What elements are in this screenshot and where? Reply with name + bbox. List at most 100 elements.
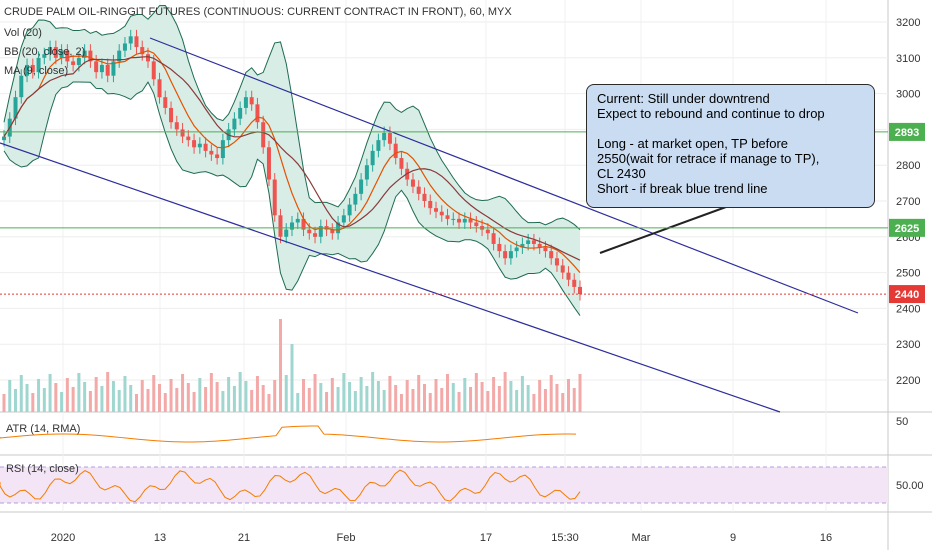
- candle-body: [295, 218, 300, 223]
- volume-bar: [227, 377, 231, 412]
- candle-body: [25, 64, 30, 76]
- price-label: 2893: [895, 127, 919, 139]
- candle-body: [71, 61, 76, 65]
- volume-bar: [353, 391, 357, 412]
- volume-bar: [302, 379, 306, 412]
- candle-body: [554, 258, 559, 266]
- candle-body: [307, 229, 312, 234]
- volume-bar: [31, 393, 35, 412]
- volume-bar: [19, 375, 23, 412]
- bb-upper: [3, 5, 581, 231]
- candle-body: [508, 251, 513, 259]
- bollinger-bands: [3, 5, 581, 316]
- trend-line-lower: [0, 142, 781, 413]
- volume-bar: [111, 381, 115, 412]
- volume-bar: [566, 379, 570, 412]
- candle-body: [163, 97, 168, 108]
- price-label-bg: [889, 285, 925, 304]
- volume-bar: [65, 378, 69, 412]
- volume-bar: [434, 379, 438, 412]
- candle-body: [232, 118, 237, 130]
- candle-body: [353, 193, 358, 205]
- trend-line-upper: [149, 37, 859, 314]
- candle-body: [278, 215, 283, 237]
- volume-bar: [382, 390, 386, 412]
- candle-body: [82, 50, 87, 58]
- candle-body: [192, 140, 197, 148]
- candle-body: [578, 286, 582, 295]
- price-label: 2625: [895, 223, 919, 235]
- candle-body: [520, 243, 525, 248]
- volume-bar: [405, 380, 409, 412]
- legend-volume[interactable]: Vol (20): [4, 27, 42, 39]
- volume-bar: [290, 344, 294, 412]
- candle-body: [439, 211, 444, 216]
- volume-bar: [543, 389, 547, 412]
- volume-bar: [250, 390, 254, 412]
- note-line: Short - if break blue trend line: [597, 181, 768, 196]
- candle-body: [359, 179, 364, 194]
- candle-body: [364, 165, 369, 180]
- time-tick: 17: [480, 532, 492, 544]
- legend-ma[interactable]: MA (9, close): [4, 65, 69, 77]
- volume-bar: [538, 380, 542, 412]
- time-tick: 21: [238, 532, 250, 544]
- volume-bar: [261, 385, 265, 412]
- volume-bar: [555, 384, 559, 412]
- legend-rsi[interactable]: RSI (14, close): [6, 463, 79, 475]
- candle-body: [42, 54, 47, 58]
- annotation-note[interactable]: Current: Still under downtrend Expect to…: [586, 84, 875, 208]
- candle-body: [376, 140, 381, 151]
- atr-line: [0, 425, 577, 443]
- bb-lower: [3, 81, 581, 316]
- volume-bar: [100, 386, 104, 412]
- volume-bar: [330, 378, 334, 412]
- candle-body: [485, 229, 490, 234]
- volume-bar: [25, 384, 29, 412]
- volume-bar: [123, 376, 127, 412]
- volume-bar: [169, 379, 173, 412]
- candle-body: [543, 247, 548, 252]
- moving-averages: [3, 49, 581, 273]
- volume-bar: [503, 372, 507, 412]
- volume-bar: [348, 382, 352, 412]
- volume-bar: [578, 374, 582, 412]
- candle-body: [30, 64, 35, 73]
- candle-body: [2, 136, 6, 141]
- volume-bar: [215, 382, 219, 412]
- candle-body: [203, 143, 208, 151]
- volume-bar: [60, 392, 64, 412]
- note-line: Long - at market open, TP before: [597, 136, 789, 151]
- candle-body: [514, 247, 519, 252]
- candle-body: [174, 122, 179, 130]
- volume-bar: [399, 394, 403, 412]
- volume-bar: [83, 382, 87, 412]
- candle-body: [261, 122, 266, 148]
- candle-body: [451, 218, 456, 220]
- candle-body: [134, 36, 139, 48]
- price-tick: 2400: [896, 303, 920, 315]
- volume-bar: [486, 391, 490, 412]
- legend-atr[interactable]: ATR (14, RMA): [6, 423, 81, 435]
- atr-pane: [0, 425, 577, 443]
- time-tick: 13: [154, 532, 166, 544]
- candle-body: [88, 50, 93, 62]
- legend-bollinger[interactable]: BB (20, close, 2): [4, 46, 86, 58]
- candle-body: [128, 36, 133, 44]
- volume-bar: [106, 372, 110, 412]
- candle-body: [65, 50, 70, 62]
- volume-bar: [532, 394, 536, 412]
- volume-bar: [94, 377, 98, 412]
- bb-basis: [3, 56, 581, 261]
- candle-body: [272, 179, 277, 216]
- volume-bar: [42, 388, 46, 412]
- price-tick: 3100: [896, 53, 920, 65]
- volume-bar: [192, 392, 196, 412]
- volume-bar: [267, 394, 271, 412]
- candle-body: [238, 107, 243, 119]
- candle-body: [491, 233, 496, 244]
- candle-body: [94, 61, 99, 73]
- time-tick: 16: [820, 532, 832, 544]
- volume-bar: [163, 393, 167, 412]
